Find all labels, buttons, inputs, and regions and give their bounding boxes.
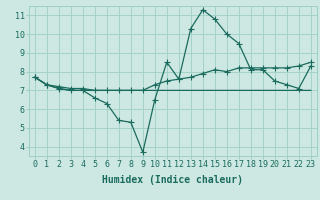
X-axis label: Humidex (Indice chaleur): Humidex (Indice chaleur) <box>102 175 243 185</box>
